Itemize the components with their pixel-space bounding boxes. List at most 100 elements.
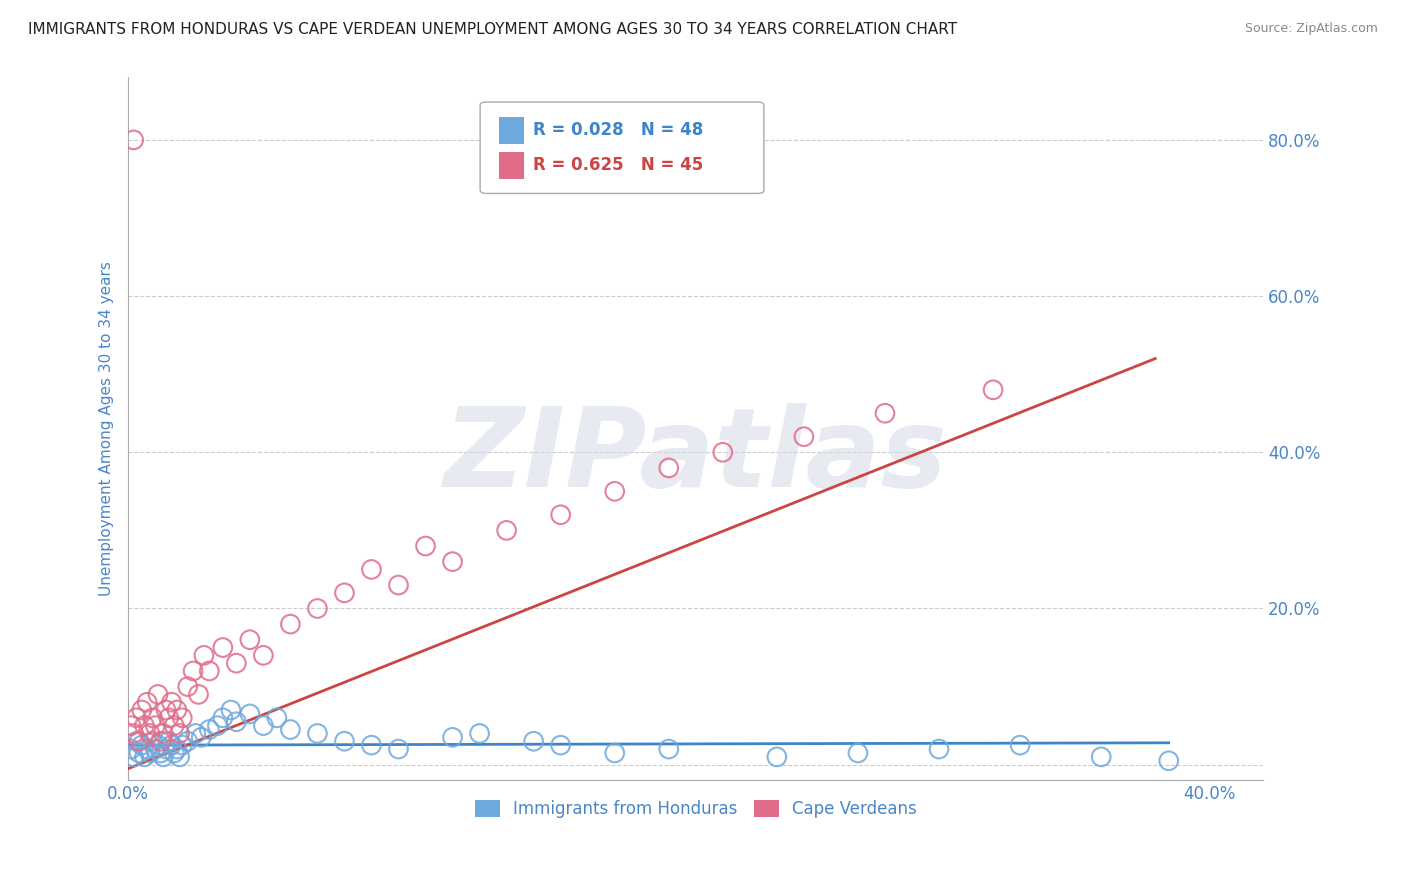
Point [415,539,437,553]
Point [523,734,546,748]
Point [157,711,180,725]
Point [120,742,142,756]
Point [146,738,169,752]
Point [873,406,896,420]
Point [139,746,162,760]
Point [169,750,191,764]
Point [120,718,142,732]
Point [468,726,491,740]
Point [193,648,215,663]
Point [155,703,177,717]
Point [128,746,150,760]
Point [136,695,159,709]
Point [441,555,464,569]
Point [163,746,186,760]
Point [172,711,194,725]
Point [266,711,288,725]
Point [252,718,274,732]
Point [172,738,194,752]
Point [149,746,172,760]
Point [658,742,681,756]
Point [981,383,1004,397]
Point [181,664,204,678]
Point [122,726,145,740]
Point [134,750,156,764]
Bar [499,117,524,144]
Point [160,695,183,709]
Point [190,731,212,745]
Point [766,750,789,764]
Point [239,632,262,647]
Point [198,723,221,737]
Legend: Immigrants from Honduras, Cape Verdeans: Immigrants from Honduras, Cape Verdeans [468,793,924,825]
Point [225,656,247,670]
Point [136,742,159,756]
Point [184,726,207,740]
Bar [499,152,524,178]
Point [146,687,169,701]
Point [128,734,150,748]
Text: Source: ZipAtlas.com: Source: ZipAtlas.com [1244,22,1378,36]
Point [166,703,188,717]
Point [177,680,200,694]
Point [387,742,409,756]
Point [360,738,382,752]
Point [125,734,148,748]
Point [441,731,464,745]
Point [131,703,153,717]
Point [198,664,221,678]
Point [134,718,156,732]
Point [143,718,166,732]
Point [252,648,274,663]
Point [142,711,165,725]
Point [143,742,166,756]
Point [122,750,145,764]
Point [280,617,302,632]
Point [658,461,681,475]
Point [360,562,382,576]
Text: ZIPatlas: ZIPatlas [444,403,948,510]
Point [333,734,356,748]
Point [122,133,145,147]
Point [495,524,517,538]
Point [211,640,233,655]
Point [603,746,626,760]
Point [928,742,950,756]
Point [307,726,329,740]
Point [387,578,409,592]
Point [1157,754,1180,768]
Point [163,718,186,732]
Point [139,726,162,740]
Point [239,706,262,721]
Point [550,508,572,522]
Text: R = 0.625   N = 45: R = 0.625 N = 45 [533,156,704,174]
Point [142,734,165,748]
Point [219,703,242,717]
Point [169,726,191,740]
FancyBboxPatch shape [479,102,763,194]
Point [157,734,180,748]
Point [225,714,247,729]
Point [307,601,329,615]
Point [152,726,174,740]
Point [187,687,209,701]
Point [177,734,200,748]
Point [1010,738,1032,752]
Point [333,586,356,600]
Point [711,445,734,459]
Text: R = 0.028   N = 48: R = 0.028 N = 48 [533,121,704,139]
Point [846,746,869,760]
Point [155,742,177,756]
Text: IMMIGRANTS FROM HONDURAS VS CAPE VERDEAN UNEMPLOYMENT AMONG AGES 30 TO 34 YEARS : IMMIGRANTS FROM HONDURAS VS CAPE VERDEAN… [28,22,957,37]
Point [550,738,572,752]
Point [207,718,229,732]
Point [280,723,302,737]
Point [211,711,233,725]
Point [1090,750,1112,764]
Point [160,738,183,752]
Y-axis label: Unemployment Among Ages 30 to 34 years: Unemployment Among Ages 30 to 34 years [100,261,114,597]
Point [166,742,188,756]
Point [131,738,153,752]
Point [125,711,148,725]
Point [149,734,172,748]
